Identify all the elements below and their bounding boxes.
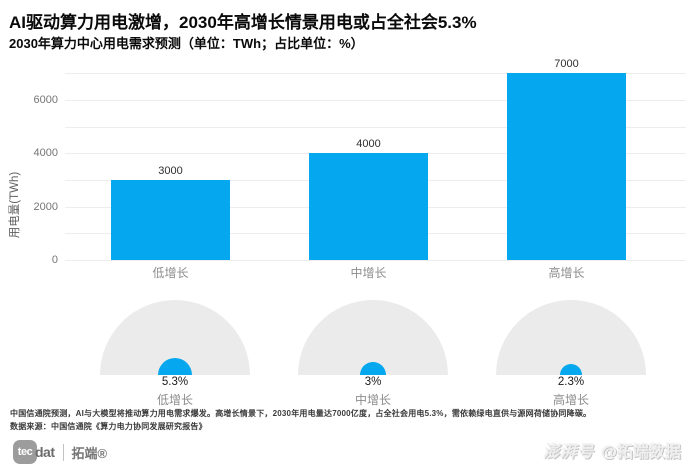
gauge-category-label: 中增长 [354, 393, 391, 407]
y-tick-label: 4000 [33, 147, 58, 160]
gridline [65, 73, 686, 75]
gauge-category-label: 低增长 [156, 393, 193, 407]
x-category-label: 高增长 [548, 266, 585, 280]
bar [309, 153, 428, 260]
gauge-category-label: 高增长 [552, 393, 589, 407]
tecdat-logo-icon: tec [13, 440, 37, 464]
watermark-platform: 澎湃号 [543, 444, 595, 461]
tecdat-logo: tec dat 拓端® [13, 440, 107, 464]
bar-and-gauge-chart: 用电量(TWh) 0 2000 4000 6000 3000 低增长 4000 中增长 7000… [9, 58, 686, 407]
gridline [65, 126, 686, 128]
bar [111, 180, 230, 260]
bar [507, 73, 626, 260]
tecdat-logo-text: dat [35, 444, 55, 460]
gridline [65, 100, 686, 101]
footer-source: 数据来源：中国信通院《算力电力协同发展研究报告》 [10, 422, 207, 431]
gauge-value-label: 2.3% [557, 376, 585, 388]
y-tick-label: 0 [51, 254, 58, 266]
x-category-label: 中增长 [350, 266, 387, 280]
watermark-account: @拓端数据 [601, 444, 681, 461]
gridline [65, 260, 686, 261]
y-tick-label: 2000 [33, 200, 58, 213]
x-category-label: 低增长 [152, 266, 189, 280]
watermark: 澎湃号 @拓端数据 [543, 438, 681, 462]
gauge-fill [157, 357, 193, 375]
gauge-value-label: 5.3% [161, 376, 189, 388]
bar-value-label: 4000 [356, 138, 381, 151]
page-subtitle: 2030年算力中心用电需求预测（单位：TWh；占比单位：%） [9, 36, 364, 51]
logo-divider [62, 443, 64, 461]
page-title: AI驱动算力用电激增，2030年高增长情景用电或占全社会5.3% [9, 13, 477, 32]
footer-note: 中国信通院预测，AI与大模型将推动算力用电需求爆发。高增长情景下，2030年用电… [10, 409, 592, 418]
bar-value-label: 3000 [158, 165, 183, 177]
gauge-value-label: 3% [364, 376, 382, 388]
gauge-fill [559, 363, 583, 375]
brand-name: 拓端® [71, 445, 108, 461]
y-tick-label: 6000 [33, 94, 58, 106]
bar-value-label: 7000 [554, 58, 579, 71]
gauge-fill [360, 362, 386, 375]
